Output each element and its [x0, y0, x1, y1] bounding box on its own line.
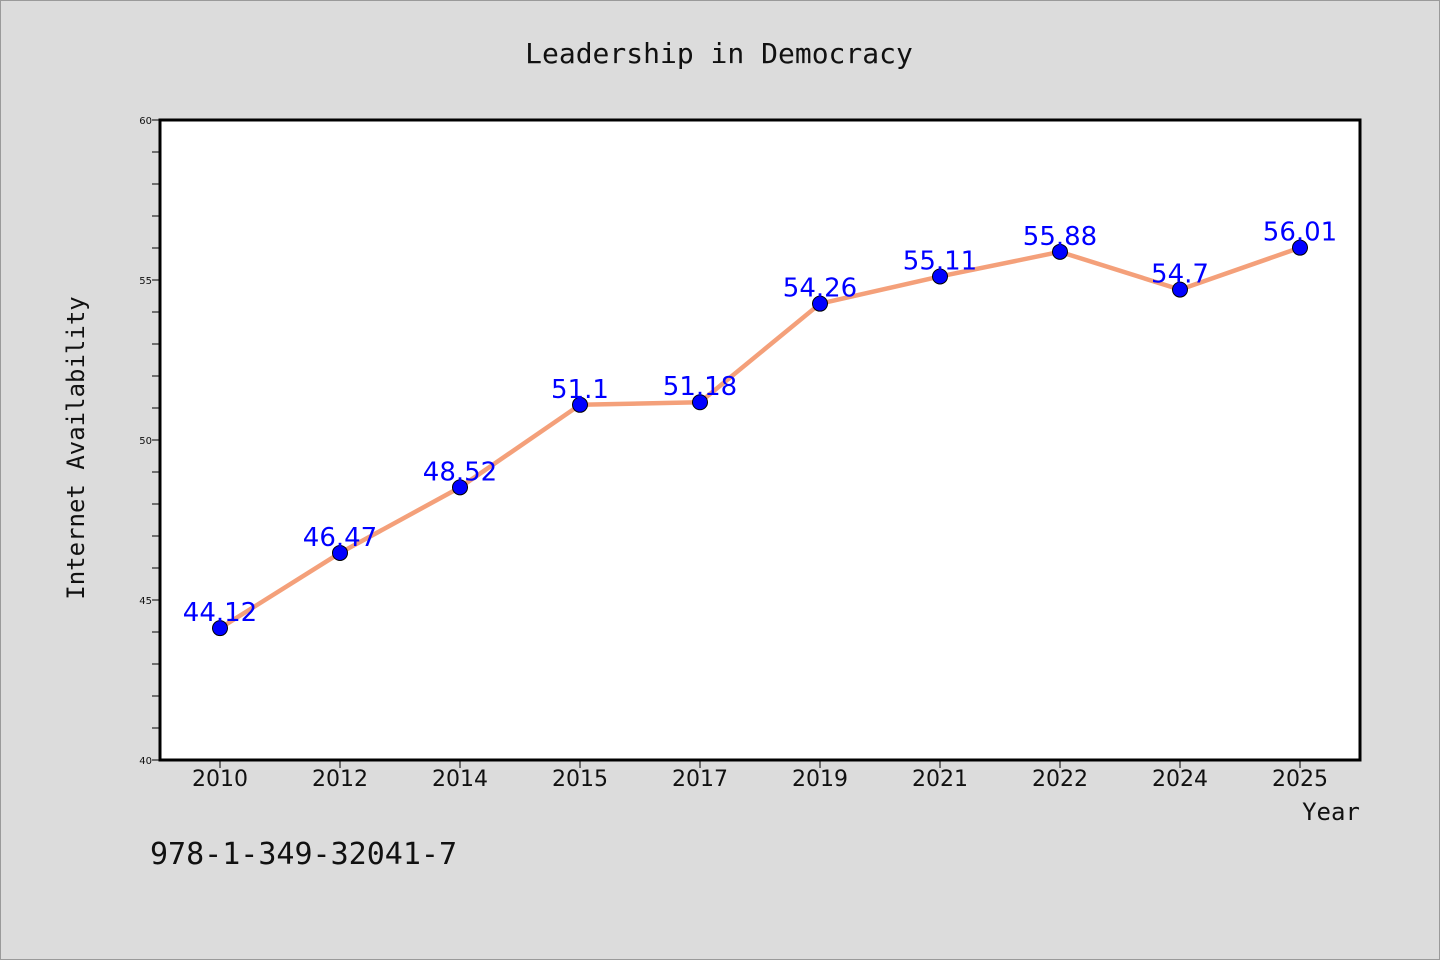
x-tick-label: 2014 [432, 767, 488, 792]
data-label: 56.01 [1263, 218, 1337, 248]
x-tick-label: 2015 [552, 767, 608, 792]
data-point [1052, 243, 1068, 260]
data-label: 51.1 [551, 375, 609, 405]
data-label: 48.52 [423, 457, 497, 487]
x-tick-label: 2010 [192, 767, 248, 792]
isbn-annotation: 978-1-349-32041-7 [150, 837, 457, 872]
y-axis: 40 45 50 55 60 [139, 116, 160, 767]
data-label: 55.88 [1023, 222, 1097, 252]
x-tick-label: 2019 [792, 767, 848, 792]
data-point [932, 268, 948, 285]
x-tick-label: 2012 [312, 767, 368, 792]
data-point [1292, 239, 1308, 256]
data-label: 44.12 [183, 598, 257, 628]
x-tick-label: 2024 [1152, 767, 1208, 792]
data-label: 54.7 [1151, 260, 1209, 290]
data-point [452, 479, 468, 496]
data-point [1172, 281, 1188, 298]
y-tick-label: 60 [139, 116, 152, 127]
y-tick-label: 45 [139, 596, 152, 607]
plot-area [158, 118, 1362, 762]
x-tick-label: 2021 [912, 767, 968, 792]
y-tick-label: 40 [139, 756, 152, 767]
x-tick-label: 2017 [672, 767, 728, 792]
series-line [218, 245, 1301, 631]
series-layer: 44.12 46.47 48.52 51.1 51.18 54.26 55.11 55.88 5… [183, 218, 1337, 637]
x-tick-label: 2022 [1032, 767, 1088, 792]
data-label: 46.47 [303, 523, 377, 553]
data-point [812, 295, 828, 312]
data-label: 55.11 [903, 246, 977, 276]
data-label: 54.26 [783, 274, 857, 304]
x-tick-label: 2025 [1272, 767, 1328, 792]
y-tick-label: 50 [139, 436, 152, 447]
data-point [332, 544, 348, 561]
data-point [692, 394, 708, 411]
y-axis-label: Internet Availability [62, 296, 90, 599]
data-point [572, 396, 588, 413]
data-point [212, 620, 228, 637]
x-axis-label: Year [1302, 798, 1360, 826]
chart-title: Leadership in Democracy [525, 37, 913, 70]
data-label: 51.18 [663, 372, 737, 402]
x-axis: 2010 2012 2014 2015 2017 2019 2021 2022 2024 2025 [192, 760, 1328, 792]
y-tick-label: 55 [139, 276, 152, 287]
